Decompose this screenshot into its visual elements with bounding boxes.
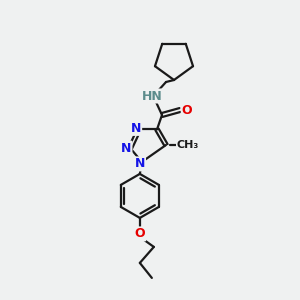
Text: CH₃: CH₃ (177, 140, 199, 150)
Text: N: N (131, 122, 141, 135)
Text: O: O (134, 227, 145, 240)
Text: N: N (121, 142, 131, 154)
Text: HN: HN (142, 89, 162, 103)
Text: N: N (135, 158, 145, 170)
Text: O: O (182, 103, 192, 116)
